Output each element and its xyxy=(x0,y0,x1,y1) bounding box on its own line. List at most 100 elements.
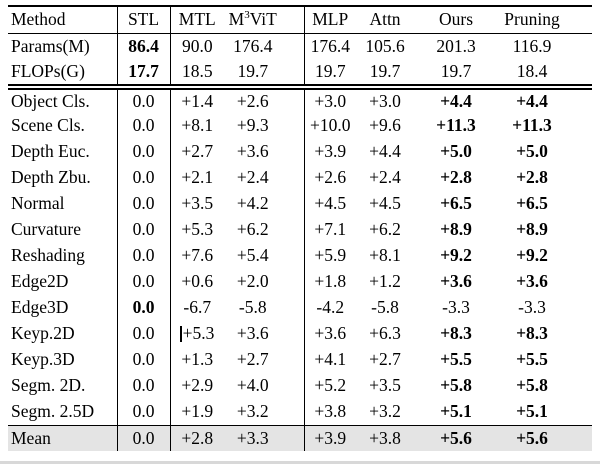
value-text: 19.7 xyxy=(369,61,401,82)
m3vit-superscript: 3 xyxy=(244,9,250,22)
value-cell: +3.6 xyxy=(224,139,305,165)
value-cell: +3.6 xyxy=(414,269,498,295)
value-cell: +3.0 xyxy=(304,87,356,113)
value-cell: +3.6 xyxy=(498,269,592,295)
value-cell: +3.2 xyxy=(356,399,414,425)
value-cell: +4.2 xyxy=(224,191,305,217)
row-label: Segm. 2.5D xyxy=(8,399,118,425)
value-cell: +9.6 xyxy=(356,113,414,139)
value-cell: +3.8 xyxy=(304,399,356,425)
value-cell: +5.3 xyxy=(170,321,224,347)
task-row: Keyp.2D 0.0 +5.3 +3.6 +3.6 +6.3 +8.3 +8.3 xyxy=(8,321,592,347)
value-text: +1.8 xyxy=(314,271,347,292)
value-text: 0.0 xyxy=(132,401,155,421)
stray-vertical-mark xyxy=(180,326,182,343)
value-text: +2.8 xyxy=(440,167,472,188)
value-text: 90.0 xyxy=(181,36,213,56)
value-text: +5.5 xyxy=(440,349,472,370)
value-text: +5.8 xyxy=(516,375,548,396)
value-text: +5.4 xyxy=(236,245,269,266)
value-text: +2.6 xyxy=(314,167,347,188)
value-cell: +11.3 xyxy=(498,113,592,139)
value-text: 19.7 xyxy=(314,61,346,82)
value-cell: +3.5 xyxy=(356,373,414,399)
value-text: 0.0 xyxy=(132,349,155,370)
value-text: +3.9 xyxy=(314,141,347,162)
value-cell: 86.4 xyxy=(117,33,171,60)
value-cell: 0.0 xyxy=(117,217,171,243)
value-cell: 19.7 xyxy=(356,60,414,90)
col-header-attn: Attn xyxy=(356,6,414,34)
value-cell: -5.8 xyxy=(356,295,414,321)
results-table: Method STL MTL M3ViT MLP Attn Ours Pruni… xyxy=(8,5,592,451)
value-text: 18.5 xyxy=(181,61,213,82)
value-cell: 19.7 xyxy=(224,60,305,90)
value-cell: +2.6 xyxy=(224,87,305,113)
value-cell: +3.3 xyxy=(224,424,305,451)
value-text: +6.5 xyxy=(440,193,472,214)
value-cell: 0.0 xyxy=(117,243,171,269)
value-cell: +1.4 xyxy=(170,87,224,113)
value-cell: 19.7 xyxy=(304,60,356,90)
value-cell: +2.6 xyxy=(304,165,356,191)
col-header-ours: Ours xyxy=(414,6,498,34)
value-cell: 0.0 xyxy=(117,347,171,373)
value-text: +3.2 xyxy=(236,401,269,421)
value-text: 18.4 xyxy=(516,61,548,82)
value-cell: 17.7 xyxy=(117,60,171,90)
value-cell: +10.0 xyxy=(304,113,356,139)
value-cell: +2.0 xyxy=(224,269,305,295)
value-text: 19.7 xyxy=(237,61,269,82)
task-row: Object Cls. 0.0 +1.4 +2.6 +3.0 +3.0 +4.4 +4.4 xyxy=(8,87,592,113)
value-text: 0.0 xyxy=(132,271,155,292)
value-cell: +9.2 xyxy=(498,243,592,269)
value-text: +3.3 xyxy=(236,427,269,448)
value-cell: +3.6 xyxy=(304,321,356,347)
value-text: +8.1 xyxy=(369,245,401,266)
value-cell: +5.2 xyxy=(304,373,356,399)
value-cell: +3.2 xyxy=(224,399,305,425)
value-text: +8.9 xyxy=(516,219,548,240)
value-text: +4.0 xyxy=(236,375,269,396)
value-cell: +2.4 xyxy=(356,165,414,191)
value-text: +4.1 xyxy=(314,349,347,370)
value-cell: +4.0 xyxy=(224,373,305,399)
value-text: 176.4 xyxy=(233,36,273,56)
task-row: Keyp.3D 0.0 +1.3 +2.7 +4.1 +2.7 +5.5 +5.5 xyxy=(8,347,592,373)
value-text: +3.2 xyxy=(369,401,401,421)
value-text: +11.3 xyxy=(436,115,476,136)
value-text: +2.8 xyxy=(516,167,548,188)
value-text: +9.2 xyxy=(516,245,548,266)
task-row: Normal 0.0 +3.5 +4.2 +4.5 +4.5 +6.5 +6.5 xyxy=(8,191,592,217)
col-header-pruning: Pruning xyxy=(498,6,592,34)
value-text: 0.0 xyxy=(132,193,155,214)
task-row: Reshading 0.0 +7.6 +5.4 +5.9 +8.1 +9.2 +9.2 xyxy=(8,243,592,269)
value-text: +8.3 xyxy=(516,323,548,344)
value-cell: +1.2 xyxy=(356,269,414,295)
value-text: +3.5 xyxy=(181,193,214,214)
value-cell: +6.3 xyxy=(356,321,414,347)
value-text: 0.0 xyxy=(132,375,155,396)
value-cell: +7.1 xyxy=(304,217,356,243)
value-cell: +3.9 xyxy=(304,139,356,165)
value-cell: -3.3 xyxy=(498,295,592,321)
value-cell: 0.0 xyxy=(117,399,171,425)
value-cell: +1.9 xyxy=(170,399,224,425)
info-row: FLOPs(G) 17.7 18.5 19.7 19.7 19.7 19.7 18.4 xyxy=(8,60,592,90)
value-cell: 0.0 xyxy=(117,113,171,139)
value-cell: 105.6 xyxy=(356,33,414,60)
row-label: Edge3D xyxy=(8,295,118,321)
value-text: +9.2 xyxy=(440,245,472,266)
value-text: +3.8 xyxy=(314,401,347,421)
value-text: +5.1 xyxy=(440,401,472,421)
value-cell: +9.2 xyxy=(414,243,498,269)
value-text: +10.0 xyxy=(310,115,351,136)
value-text: 0.0 xyxy=(132,245,155,266)
value-text: +4.4 xyxy=(440,90,472,111)
model-info-rows: Params(M) 86.4 90.0 176.4 176.4 105.6 201.3 116… xyxy=(8,33,592,90)
mean-row-section: Mean 0.0 +2.8 +3.3 +3.9 +3.8 +5.6 +5.6 xyxy=(8,424,592,451)
value-cell: +11.3 xyxy=(414,113,498,139)
task-row: Segm. 2D. 0.0 +2.9 +4.0 +5.2 +3.5 +5.8 +5.8 xyxy=(8,373,592,399)
value-cell: 0.0 xyxy=(117,139,171,165)
value-text: 0.0 xyxy=(132,90,155,111)
